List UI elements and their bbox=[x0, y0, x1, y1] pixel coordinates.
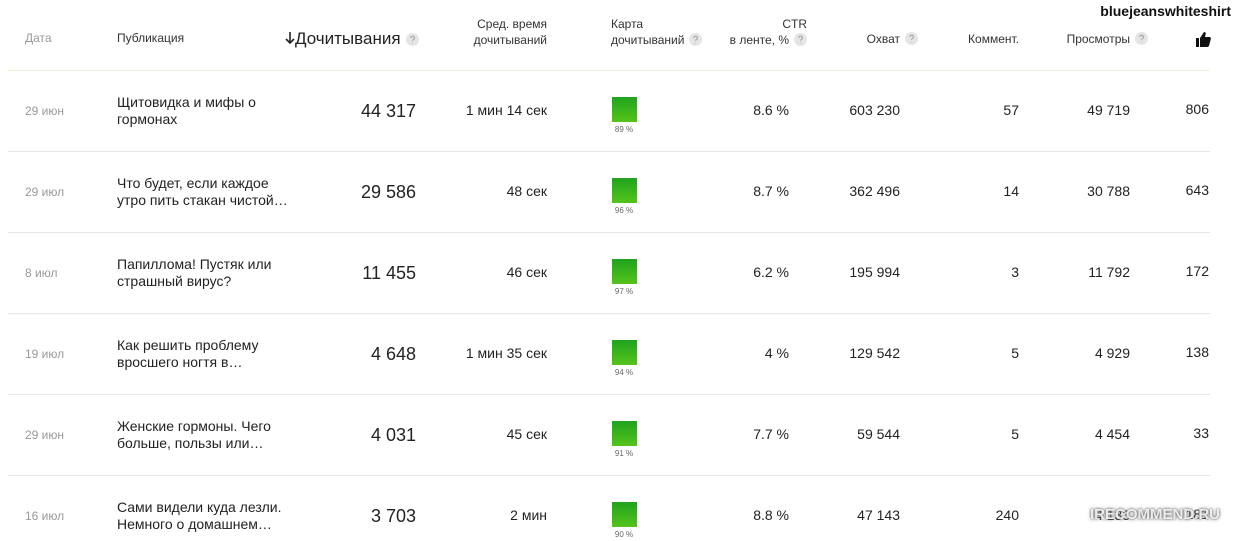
date: 8 июл bbox=[25, 266, 58, 280]
likes: 181 bbox=[1185, 506, 1209, 522]
header-map: Карта дочитываний bbox=[611, 16, 703, 48]
map-square bbox=[612, 178, 637, 203]
likes: 33 bbox=[1193, 425, 1209, 441]
reach: 362 496 bbox=[849, 183, 900, 199]
comments: 5 bbox=[1011, 426, 1019, 442]
help-icon[interactable] bbox=[905, 32, 918, 45]
avg-time: 45 сек bbox=[506, 426, 547, 442]
views: 4 929 bbox=[1094, 345, 1130, 361]
avg-time: 46 сек bbox=[506, 264, 547, 280]
header-avg-time: Сред. время дочитываний bbox=[473, 17, 547, 47]
comments: 57 bbox=[1003, 102, 1019, 118]
date: 19 июл bbox=[25, 347, 65, 361]
date: 16 июл bbox=[25, 509, 65, 523]
title: Что будет, если каждое утро пить стакан … bbox=[117, 175, 288, 208]
reads: 3 703 bbox=[370, 506, 416, 526]
date: 29 июн bbox=[25, 428, 65, 442]
reach: 47 143 bbox=[857, 507, 900, 523]
reach: 603 230 bbox=[849, 102, 900, 118]
stamp: IRECOMMEND.RU bbox=[1090, 506, 1220, 523]
title: Щитовидка и мифы о гормонах bbox=[117, 94, 256, 127]
header-reads[interactable]: Дочитывания bbox=[285, 28, 419, 50]
views: 4 133 bbox=[1094, 507, 1130, 523]
header-date: Дата bbox=[25, 31, 52, 45]
ctr: 8.8 % bbox=[753, 507, 789, 523]
likes: 806 bbox=[1185, 101, 1209, 117]
reads: 44 317 bbox=[360, 101, 416, 121]
header-comments: Коммент. bbox=[968, 32, 1019, 46]
map-percent: 96 % bbox=[614, 206, 634, 215]
sort-arrow bbox=[285, 32, 295, 45]
watermark: bluejeanswhiteshirt bbox=[1100, 3, 1231, 19]
help-icon[interactable] bbox=[405, 33, 419, 46]
views: 30 788 bbox=[1087, 183, 1130, 199]
header-reach: Охват bbox=[867, 31, 918, 47]
map-square bbox=[612, 97, 637, 122]
ctr: 6.2 % bbox=[753, 264, 789, 280]
reach: 195 994 bbox=[849, 264, 900, 280]
row-divider bbox=[8, 394, 1210, 395]
ctr: 8.7 % bbox=[753, 183, 789, 199]
avg-time: 2 мин bbox=[510, 507, 547, 523]
map-percent: 97 % bbox=[614, 287, 634, 296]
header-reads-text: Дочитывания bbox=[295, 29, 401, 48]
ctr: 8.6 % bbox=[753, 102, 789, 118]
title: Папиллома! Пустяк или страшный вирус? bbox=[117, 256, 272, 289]
title: Женские гормоны. Чего больше, пользы или… bbox=[117, 418, 271, 451]
likes: 172 bbox=[1185, 263, 1209, 279]
date: 29 июл bbox=[25, 185, 65, 199]
help-icon[interactable] bbox=[689, 33, 703, 46]
header-views: Просмотры bbox=[1067, 31, 1148, 47]
likes-icon bbox=[1196, 32, 1211, 47]
header-ctr: CTR в ленте, % bbox=[730, 16, 807, 48]
ctr: 7.7 % bbox=[753, 426, 789, 442]
avg-time: 1 мин 14 сек bbox=[465, 102, 547, 118]
header-reach-text: Охват bbox=[866, 32, 900, 46]
header-views-text: Просмотры bbox=[1066, 32, 1130, 46]
reads: 11 455 bbox=[362, 263, 416, 283]
row-divider bbox=[8, 151, 1210, 152]
header-divider bbox=[8, 70, 1210, 71]
likes: 643 bbox=[1185, 182, 1209, 198]
map-percent: 91 % bbox=[614, 449, 634, 458]
map-square bbox=[612, 421, 637, 446]
header-map-text: Карта дочитываний bbox=[611, 17, 685, 47]
reach: 59 544 bbox=[857, 426, 900, 442]
row-divider bbox=[8, 475, 1210, 476]
views: 11 792 bbox=[1088, 264, 1130, 280]
row-divider bbox=[8, 313, 1210, 314]
reach: 129 542 bbox=[849, 345, 900, 361]
map-square bbox=[612, 340, 637, 365]
likes: 138 bbox=[1185, 344, 1209, 360]
views: 4 454 bbox=[1094, 426, 1130, 442]
map-percent: 89 % bbox=[614, 125, 634, 134]
comments: 240 bbox=[995, 507, 1019, 523]
header-ctr-text: CTR в ленте, % bbox=[729, 17, 807, 47]
title: Как решить проблему вросшего ногтя в… bbox=[117, 337, 259, 370]
ctr: 4 % bbox=[764, 345, 789, 361]
views: 49 719 bbox=[1087, 102, 1130, 118]
reads: 29 586 bbox=[360, 182, 416, 202]
map-percent: 94 % bbox=[614, 368, 634, 377]
comments: 14 bbox=[1003, 183, 1019, 199]
help-icon[interactable] bbox=[794, 33, 807, 46]
map-percent: 90 % bbox=[614, 530, 634, 539]
title: Сами видели куда лезли. Немного о домашн… bbox=[117, 499, 282, 532]
avg-time: 48 сек bbox=[506, 183, 547, 199]
comments: 3 bbox=[1011, 264, 1019, 280]
row-divider bbox=[8, 232, 1210, 233]
help-icon[interactable] bbox=[1135, 32, 1148, 45]
header-publication: Публикация bbox=[117, 31, 185, 45]
avg-time: 1 мин 35 сек bbox=[465, 345, 547, 361]
map-square bbox=[612, 502, 637, 527]
date: 29 июн bbox=[25, 104, 65, 118]
reads: 4 031 bbox=[370, 425, 416, 445]
comments: 5 bbox=[1011, 345, 1019, 361]
map-square bbox=[612, 259, 637, 284]
reads: 4 648 bbox=[370, 344, 416, 364]
